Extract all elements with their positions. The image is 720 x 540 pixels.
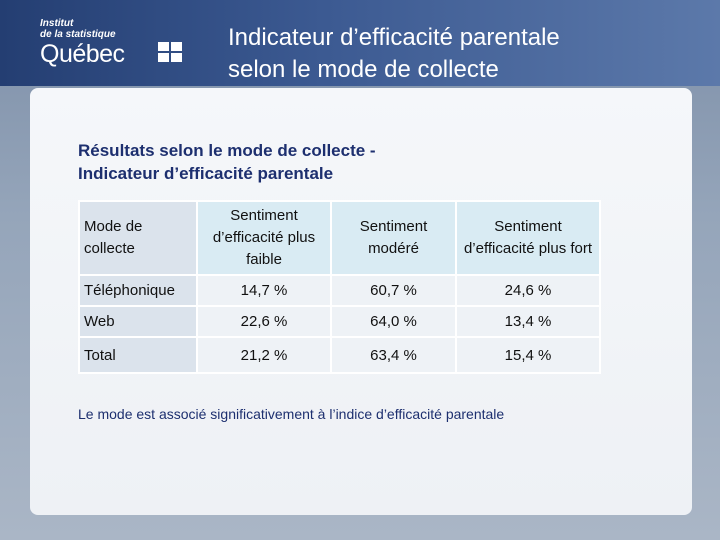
table-cell: 60,7 % <box>330 274 457 307</box>
table-cell: 13,4 % <box>455 305 601 338</box>
heading: Résultats selon le mode de collecte - In… <box>78 139 376 185</box>
table-cell: Total <box>78 336 198 374</box>
slide-title: Indicateur d’efficacité parentale selon … <box>228 22 560 86</box>
table-cell: 22,6 % <box>196 305 332 338</box>
table-cell: 64,0 % <box>330 305 457 338</box>
table-cell: Web <box>78 305 198 338</box>
title-line: selon le mode de collecte <box>228 56 499 83</box>
table-cell: 14,7 % <box>196 274 332 307</box>
table-cell: 21,2 % <box>196 336 332 374</box>
header-cell: Sentiment d’efficacité plus faible <box>196 200 332 276</box>
table-row: Web 22,6 % 64,0 % 13,4 % <box>78 305 601 338</box>
logo-text: Institut <box>40 18 74 29</box>
table-cell: Téléphonique <box>78 274 198 307</box>
table-cell: 24,6 % <box>455 274 601 307</box>
heading-line: Indicateur d’efficacité parentale <box>78 164 334 183</box>
header-cell: Sentiment modéré <box>330 200 457 276</box>
heading-line: Résultats selon le mode de collecte - <box>78 141 376 160</box>
logo-text: de la statistique <box>40 29 116 40</box>
header-row: Mode de collecte Sentiment d’efficacité p… <box>78 200 601 276</box>
header: Institut de la statistique Québec Indica… <box>0 0 720 86</box>
note: Le mode est associé significativement à … <box>78 406 505 422</box>
table-row: Total 21,2 % 63,4 % 15,4 % <box>78 336 601 374</box>
table-cell: 63,4 % <box>330 336 457 374</box>
table-row: Téléphonique 14,7 % 60,7 % 24,6 % <box>78 274 601 307</box>
header-cell: Sentiment d’efficacité plus fort <box>455 200 601 276</box>
table: Mode de collecte Sentiment d’efficacité p… <box>78 200 601 374</box>
header-cell: Mode de collecte <box>78 200 198 276</box>
title-line: Indicateur d’efficacité parentale <box>228 24 560 51</box>
logo: Institut de la statistique Québec <box>40 18 125 68</box>
logo-flag <box>158 42 182 62</box>
logo-text: Québec <box>40 40 125 68</box>
table-cell: 15,4 % <box>455 336 601 374</box>
